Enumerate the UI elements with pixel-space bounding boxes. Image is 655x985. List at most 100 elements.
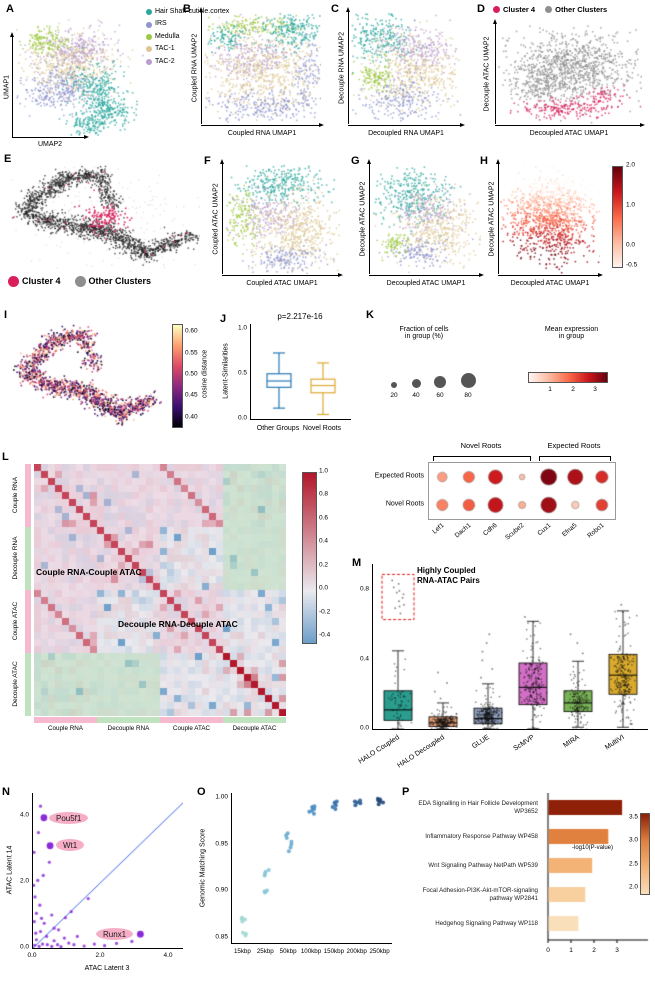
matching-score-canvas [231, 793, 392, 944]
latent-scatter-canvas [32, 793, 183, 949]
panel-h-y-axis-arrow [496, 159, 500, 274]
panel-j-ylabel: Latent-Similarities [222, 343, 230, 399]
panel-b-umap-canvas [203, 12, 321, 124]
colorbar-tick: 2.5 [628, 860, 638, 868]
colorbar-tick: 0.2 [319, 561, 329, 569]
colorbar-tick: 0.6 [319, 514, 329, 522]
x-category-label: MultiVI [604, 734, 626, 752]
panel-a: A UMAP1 UMAP2 [2, 2, 182, 152]
panel-h-letter: H [480, 155, 488, 167]
panel-e-legend: Cluster 4 Other Clusters [8, 276, 151, 287]
colorbar-tick: -0.2 [319, 608, 331, 616]
legend-item: Other Clusters [545, 5, 607, 14]
panel-i-colorbar-label: cosine distance [201, 349, 209, 399]
colorbar-tick: 1.0 [626, 201, 636, 209]
legend-swatch [146, 9, 152, 16]
panel-h-xlabel: Decoupled ATAC UMAP1 [510, 280, 590, 287]
colorbar-tick: 3.5 [628, 813, 638, 821]
panel-o-letter: O [197, 786, 206, 798]
legend-swatch [146, 46, 152, 53]
colorbar-tick: 3.0 [628, 836, 638, 844]
celltype-legend: Hair Shaft-cuticle.cortex IRS Medulla TA… [146, 8, 229, 66]
row-group-label: Couple RNA [11, 476, 19, 514]
panel-b-y-axis-arrow [199, 7, 203, 124]
legend-item: TAC-2 [146, 58, 229, 66]
x-category-label: HALO Decoupled [396, 734, 446, 770]
panel-d-umap-canvas [497, 24, 642, 124]
legend-label: Cluster 4 [22, 276, 61, 287]
panel-a-letter: A [6, 3, 14, 15]
row-group-label: Couple ATAC [11, 601, 19, 641]
heatmap-annotation: Decouple RNA-Deouple ATAC [118, 619, 238, 629]
x-category-label: HALO Coupled [357, 734, 401, 766]
pathway-label: Hedgehog Signaling Pathway WP118 [435, 919, 538, 927]
gene-badge: Pou5f1 [49, 812, 89, 824]
panel-h-colorbar [612, 166, 623, 268]
panel-d-xlabel: Decoupled ATAC UMAP1 [529, 130, 609, 137]
row-band [25, 653, 31, 716]
legend-swatch [545, 6, 553, 13]
panel-g: G Decouple ATAC UMAP2 Decoupled ATAC UMA… [351, 152, 498, 302]
panel-f-ylabel: Coupled ATAC UMAP2 [212, 183, 220, 255]
pathway-label: Wnt Signaling Pathway NetPath WP539 [428, 861, 538, 869]
panel-k: K Fraction of cells in group (%) 20 40 6… [366, 310, 655, 565]
highly-coupled-annotation: Highly Coupled RNA-ATAC Pairs [417, 566, 480, 585]
colorbar-tick: 0.50 [185, 370, 198, 378]
panel-d: D Cluster 4 Other Clusters Decouple ATAC… [477, 2, 655, 152]
legend-item: IRS [146, 20, 229, 28]
panel-d-legend: Cluster 4 Other Clusters [493, 5, 607, 14]
size-legend-dot [434, 376, 446, 388]
col-band [160, 717, 223, 723]
heatmap-annotation: Couple RNA-Couple ATAC [36, 567, 142, 577]
legend-swatch [146, 33, 152, 40]
gene-badge: Runx1 [96, 928, 134, 940]
x-category-label: Other Groups [256, 425, 300, 432]
x-category-label: MIRA [562, 734, 581, 750]
row-group-label: Decouple RNA [11, 536, 19, 580]
colorbar-tick: 0.8 [319, 490, 329, 498]
y-tick: 0.0 [19, 943, 29, 951]
x-tick: 150kbp [323, 948, 345, 955]
panel-a-x-axis-arrow [12, 135, 89, 139]
legend-label: IRS [155, 20, 167, 28]
colorbar-tick: 2 [571, 386, 575, 393]
panel-h-x-axis-arrow [498, 273, 603, 277]
y-tick: 0.95 [215, 840, 228, 848]
panel-j: J p=2.217e-16 Latent-Similarities 1.0 0.… [214, 310, 366, 450]
panel-d-y-axis-arrow [493, 19, 497, 124]
pathway-label: Inflammatory Response Pathway WP458 [425, 832, 538, 840]
colorbar-tick: 2.0 [628, 883, 638, 891]
gene-badge: Wt1 [56, 839, 85, 851]
panel-j-pvalue-title: p=2.217e-16 [277, 312, 323, 321]
size-legend-dot [411, 379, 421, 388]
y-tick: 4.0 [19, 811, 29, 819]
size-tick: 80 [464, 392, 472, 399]
legend-swatch [146, 58, 152, 65]
dotplot-row-label: Expected Roots [374, 472, 424, 480]
panel-c-umap-canvas [350, 12, 462, 124]
col-group-label: Couple ATAC [172, 725, 211, 732]
legend-item: Cluster 4 [493, 5, 535, 14]
x-tick: 15kbp [233, 948, 251, 955]
panel-i: I 0.60 0.55 0.50 0.45 0.40 cosine distan… [2, 310, 214, 450]
x-tick: 0.0 [27, 952, 37, 959]
y-tick: 0.5 [237, 369, 247, 377]
colorbar-tick: -0.4 [319, 631, 331, 639]
panel-m: M Highly Coupled RNA-ATAC Pairs 0.8 0.4 … [350, 556, 655, 785]
y-tick: 0.4 [359, 655, 369, 663]
legend-label: Medulla [155, 32, 180, 40]
legend-label: TAC-2 [155, 57, 175, 65]
benchmark-boxplot-canvas [372, 564, 648, 730]
colorbar-tick: 0.45 [185, 391, 198, 399]
color-legend-title: Mean expression in group [544, 326, 599, 340]
pathway-label: EDA Signalling in Hair Follicle Developm… [418, 800, 538, 815]
x-tick: 4.0 [163, 952, 173, 959]
panel-a-y-axis-arrow [10, 32, 14, 137]
legend-item: Other Clusters [74, 276, 151, 287]
panel-f: F Coupled ATAC UMAP2 Coupled ATAC UMAP1 [204, 152, 351, 302]
colorbar-tick: 0.4 [319, 537, 329, 545]
colorbar-tick: 0.40 [185, 413, 198, 421]
legend-label: Hair Shaft-cuticle.cortex [155, 8, 230, 15]
x-category-label: GLUE [471, 734, 491, 751]
gene-group-label: Expected Roots [547, 441, 601, 450]
